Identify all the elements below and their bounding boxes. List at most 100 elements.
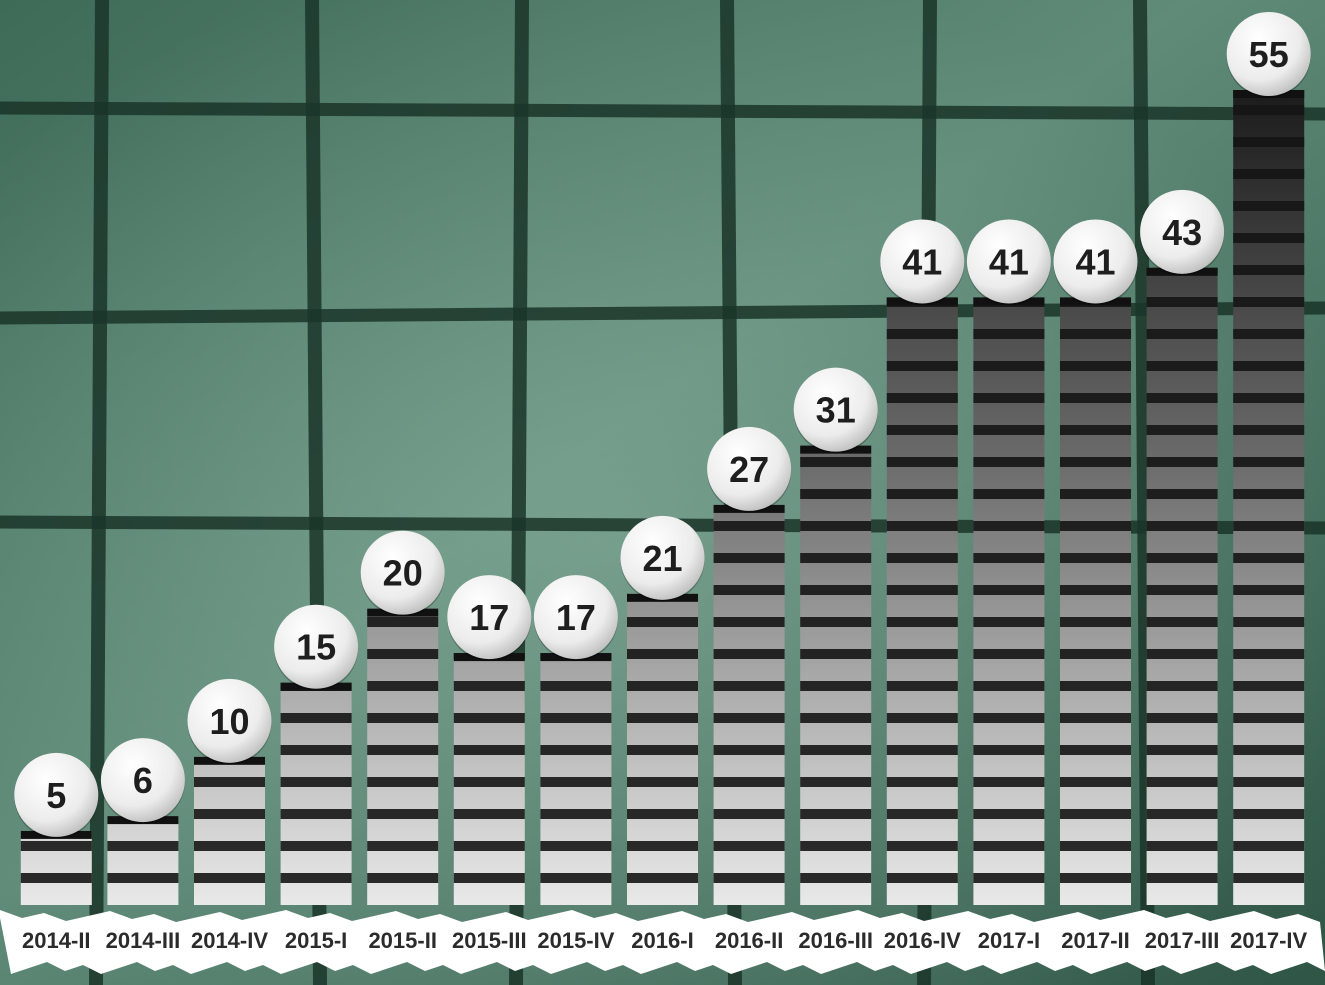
bar-stripe [1059,713,1132,723]
data-label-2014-II: 5 [14,752,99,839]
x-tick-label: 2014-IV [191,928,268,953]
bar-stripe [800,713,872,723]
bar-stripe [886,393,958,403]
bar-stripe [1233,777,1305,787]
bar-stripe [973,809,1045,819]
bar-stripe [1233,265,1305,275]
bar-stripe [540,745,612,755]
bar-stripe [800,457,872,467]
data-label-2015-III: 17 [447,575,532,662]
label-ball [1053,219,1138,304]
bar-stripe [540,809,612,819]
label-ball [100,738,185,823]
data-label-text: 43 [1162,212,1202,253]
bar-stripe [1059,745,1132,755]
bar-stripe [713,873,785,883]
label-ball [707,426,792,511]
bar-stripe [886,649,958,659]
bar-stripe [1233,873,1305,883]
data-label-2017-II: 41 [1053,219,1138,306]
bar-stripe [886,713,958,723]
bar-stripe [1059,873,1132,883]
bar-stripe [1059,585,1132,595]
bar-stripe [713,777,785,787]
x-tick-label: 2014-III [106,928,181,953]
bar [800,445,872,905]
bar-2015-II [367,608,439,905]
data-label-2015-I: 15 [274,604,359,691]
data-label-text: 31 [816,390,856,431]
bar-stripe [1233,841,1305,851]
bar-stripe [367,713,439,723]
bar-stripe [800,681,872,691]
bar-stripe [973,713,1045,723]
bar-stripe [280,873,352,883]
bar-stripe [626,745,699,755]
bar-stripe [886,777,958,787]
bar-stripe [280,745,352,755]
bar-stripe [1059,425,1132,435]
data-label-text: 17 [556,597,596,638]
x-tick-label: 2015-IV [537,928,614,953]
bar-stripe [453,777,525,787]
bar-stripe [367,649,439,659]
bar-stripe [453,681,525,691]
bar-stripe [367,681,439,691]
bar-stripe [800,617,872,627]
category-strip [0,910,1325,974]
data-label-text: 41 [989,241,1029,282]
bar-stripe [1059,393,1132,403]
bar-stripe [540,713,612,723]
bar-stripe [1146,777,1218,787]
label-ball [360,530,445,615]
bar-stripe [1146,329,1218,339]
bar-stripe [540,681,612,691]
bar-stripe [973,649,1045,659]
bar-stripe [886,553,958,563]
bar-stripe [20,873,92,883]
bar-stripe [800,489,872,499]
label-ball [1140,189,1225,274]
bar-stripe [886,329,958,339]
bar-stripe [280,809,352,819]
bar-stripe [1233,329,1305,339]
bar-stripe [1059,489,1132,499]
x-tick-label: 2016-III [798,928,873,953]
data-label-2016-II: 27 [707,426,792,513]
bar-stripe [973,361,1045,371]
bar-2017-III [1146,267,1218,905]
x-tick-label: 2015-II [368,928,437,953]
x-tick-label: 2016-IV [884,928,961,953]
bar-stripe [280,713,352,723]
data-label-2017-IV: 55 [1226,12,1311,98]
bar-stripe [713,553,785,563]
bar-stripe [800,777,872,787]
bar-stripe [1146,713,1218,723]
bar-stripe [800,553,872,563]
category-strip-band [0,910,1325,974]
bar-stripe [800,649,872,659]
bar-stripe [713,617,785,627]
bar-stripe [886,425,958,435]
bar-stripe [713,649,785,659]
bar-stripe [193,777,266,787]
bar-stripe [713,585,785,595]
bar-stripe [1233,745,1305,755]
bar-stripe [1146,489,1218,499]
bar-2015-I [280,682,352,905]
data-label-text: 17 [469,597,509,638]
bar-stripe [886,745,958,755]
bar-stripe [1059,809,1132,819]
bar-2017-II [1059,297,1132,905]
bar-2014-IV [193,756,266,905]
bar-stripe [626,681,699,691]
label-ball [966,219,1051,304]
x-tick-label: 2016-I [631,928,693,953]
data-label-text: 55 [1249,34,1289,75]
bar-stripe [1233,713,1305,723]
data-label-2017-III: 43 [1140,189,1225,276]
bar-stripe [973,617,1045,627]
bar-stripe [1146,553,1218,563]
bar-stripe [1233,585,1305,595]
bar-stripe [1059,617,1132,627]
